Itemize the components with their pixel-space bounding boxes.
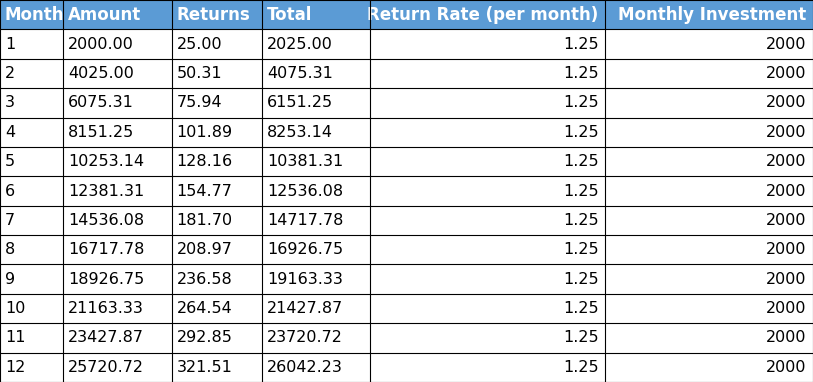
Bar [0,0,813,29]
Text: 10: 10 [5,301,25,316]
Text: 2000: 2000 [766,360,806,375]
Text: 16717.78: 16717.78 [68,242,145,257]
Text: 2000: 2000 [766,330,806,345]
Text: 14536.08: 14536.08 [68,213,144,228]
Text: 6151.25: 6151.25 [267,96,333,110]
Text: 2000: 2000 [766,66,806,81]
Text: 2000: 2000 [766,37,806,52]
Bar [0,29,813,59]
Text: 5: 5 [5,154,15,169]
Text: 264.54: 264.54 [176,301,233,316]
Text: Amount: Amount [68,6,141,24]
Text: 1.25: 1.25 [563,66,598,81]
Text: 236.58: 236.58 [176,272,233,286]
Text: 25.00: 25.00 [176,37,222,52]
Bar [0,118,813,147]
Text: 1.25: 1.25 [563,301,598,316]
Text: 2000: 2000 [766,213,806,228]
Text: 7: 7 [5,213,15,228]
Bar [0,323,813,353]
Text: 10381.31: 10381.31 [267,154,343,169]
Text: 8151.25: 8151.25 [68,125,134,140]
Text: 6: 6 [5,183,15,199]
Text: 12536.08: 12536.08 [267,183,343,199]
Text: 2: 2 [5,66,15,81]
Text: 2000: 2000 [766,183,806,199]
Text: 12: 12 [5,360,25,375]
Bar [0,264,813,294]
Bar [0,59,813,88]
Text: Return Rate (per month): Return Rate (per month) [367,6,598,24]
Text: 21163.33: 21163.33 [68,301,144,316]
Text: Month: Month [5,6,64,24]
Text: 25720.72: 25720.72 [68,360,144,375]
Bar [0,176,813,206]
Text: 14717.78: 14717.78 [267,213,343,228]
Text: 1.25: 1.25 [563,125,598,140]
Text: 21427.87: 21427.87 [267,301,343,316]
Text: 18926.75: 18926.75 [68,272,145,286]
Text: 1.25: 1.25 [563,37,598,52]
Text: Monthly Investment: Monthly Investment [618,6,806,24]
Text: 19163.33: 19163.33 [267,272,343,286]
Text: 1.25: 1.25 [563,272,598,286]
Text: 8: 8 [5,242,15,257]
Text: 2000.00: 2000.00 [68,37,134,52]
Text: Returns: Returns [176,6,250,24]
Text: 3: 3 [5,96,15,110]
Text: 12381.31: 12381.31 [68,183,145,199]
Text: 6075.31: 6075.31 [68,96,134,110]
Text: 2000: 2000 [766,154,806,169]
Text: 1.25: 1.25 [563,183,598,199]
Text: 128.16: 128.16 [176,154,233,169]
Bar [0,294,813,323]
Text: 2025.00: 2025.00 [267,37,333,52]
Text: 2000: 2000 [766,96,806,110]
Text: 23427.87: 23427.87 [68,330,144,345]
Text: 208.97: 208.97 [176,242,233,257]
Text: 1.25: 1.25 [563,213,598,228]
Text: 4025.00: 4025.00 [68,66,134,81]
Text: 26042.23: 26042.23 [267,360,343,375]
Text: 16926.75: 16926.75 [267,242,343,257]
Text: 1.25: 1.25 [563,96,598,110]
Text: 4: 4 [5,125,15,140]
Text: 321.51: 321.51 [176,360,233,375]
Text: 2000: 2000 [766,242,806,257]
Text: 4075.31: 4075.31 [267,66,333,81]
Text: 1.25: 1.25 [563,330,598,345]
Text: 154.77: 154.77 [176,183,233,199]
Text: Total: Total [267,6,312,24]
Text: 292.85: 292.85 [176,330,233,345]
Text: 2000: 2000 [766,301,806,316]
Text: 1.25: 1.25 [563,242,598,257]
Bar [0,147,813,176]
Text: 10253.14: 10253.14 [68,154,144,169]
Text: 75.94: 75.94 [176,96,222,110]
Text: 181.70: 181.70 [176,213,233,228]
Bar [0,206,813,235]
Text: 9: 9 [5,272,15,286]
Text: 50.31: 50.31 [176,66,222,81]
Text: 2000: 2000 [766,272,806,286]
Text: 8253.14: 8253.14 [267,125,333,140]
Bar [0,88,813,118]
Text: 101.89: 101.89 [176,125,233,140]
Text: 1.25: 1.25 [563,154,598,169]
Text: 23720.72: 23720.72 [267,330,343,345]
Bar [0,235,813,264]
Text: 2000: 2000 [766,125,806,140]
Text: 1: 1 [5,37,15,52]
Bar [0,353,813,382]
Text: 11: 11 [5,330,25,345]
Text: 1.25: 1.25 [563,360,598,375]
